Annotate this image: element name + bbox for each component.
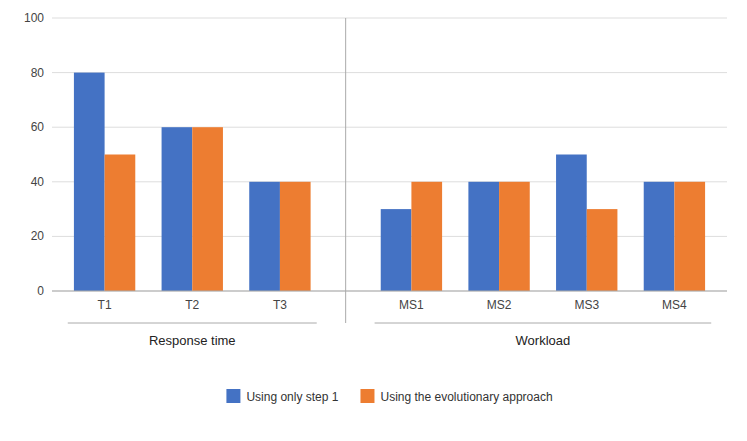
legend: Using only step 1 Using the evolutionary …	[226, 389, 552, 404]
grid-line	[52, 18, 727, 19]
bar	[280, 182, 311, 291]
bar	[162, 127, 193, 291]
group-bracket	[68, 323, 317, 324]
x-tick-label: MS3	[574, 298, 599, 312]
bar	[105, 155, 136, 292]
y-tick-label: 20	[31, 229, 45, 243]
bar	[192, 127, 223, 291]
group-bracket	[375, 323, 712, 324]
bar	[74, 73, 105, 291]
y-tick-label: 0	[37, 284, 44, 298]
x-tick-label: T2	[185, 298, 199, 312]
x-tick-label: MS2	[487, 298, 512, 312]
x-tick-label: MS1	[399, 298, 424, 312]
bar	[499, 182, 530, 291]
bar	[587, 209, 618, 291]
x-tick-label: T3	[273, 298, 287, 312]
group-label: Workload	[516, 333, 571, 348]
y-tick-label: 100	[24, 11, 44, 25]
legend-swatch	[226, 389, 240, 403]
y-tick-label: 40	[31, 175, 45, 189]
legend-label: Using the evolutionary approach	[380, 390, 552, 404]
bar	[381, 209, 412, 291]
legend-label: Using only step 1	[246, 390, 338, 404]
bar	[644, 182, 675, 291]
grid-line	[52, 181, 727, 182]
group-separator	[345, 18, 346, 323]
group-label: Response time	[149, 333, 236, 348]
bar	[556, 155, 587, 292]
bar	[411, 182, 442, 291]
chart: 0 20 40 60 80 100 T1 T2 T3 MS1 MS2 MS3 MS4 Response t…	[0, 0, 747, 441]
bar	[249, 182, 280, 291]
legend-swatch	[360, 389, 374, 403]
bar	[674, 182, 705, 291]
y-tick-label: 80	[31, 66, 45, 80]
bars	[74, 73, 705, 291]
grid-line	[52, 72, 727, 73]
y-tick-label: 60	[31, 120, 45, 134]
grid-line	[52, 127, 727, 128]
x-tick-label: MS4	[662, 298, 687, 312]
x-tick-label: T1	[98, 298, 112, 312]
x-axis-line	[52, 291, 727, 292]
bar	[468, 182, 499, 291]
grid-line	[52, 291, 727, 292]
